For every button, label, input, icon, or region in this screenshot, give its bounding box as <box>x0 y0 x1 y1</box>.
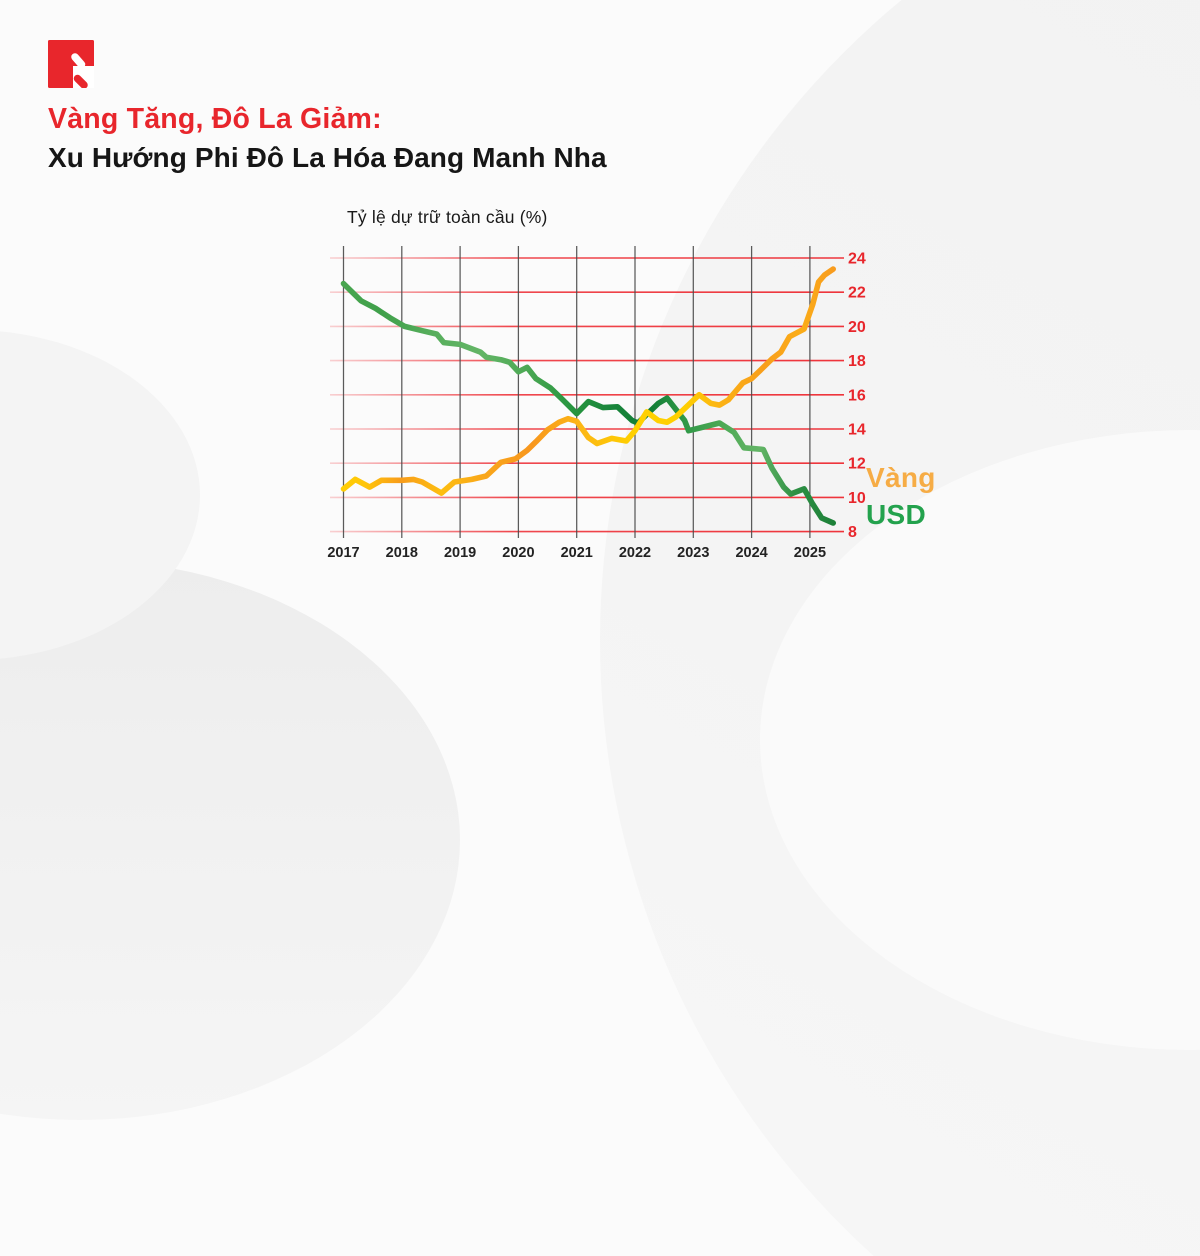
headline: Vàng Tăng, Đô La Giảm: Xu Hướng Phi Đô L… <box>48 102 607 175</box>
headline-line1: Vàng Tăng, Đô La Giảm: <box>48 103 382 135</box>
legend-item-vang: Vàng <box>866 462 936 493</box>
x-tick-label: 2025 <box>794 545 826 561</box>
y-tick-label: 24 <box>848 251 866 268</box>
x-tick-label: 2021 <box>561 545 593 561</box>
background-swoosh-bottom-left <box>0 560 460 1120</box>
chart-legend: Vàng USD <box>866 459 936 533</box>
chart-title: Tỷ lệ dự trữ toàn cầu (%) <box>347 207 548 227</box>
series-usd <box>340 280 836 526</box>
y-tick-label: 22 <box>848 285 866 302</box>
x-tick-label: 2023 <box>677 545 709 561</box>
brand-logo <box>48 40 94 89</box>
y-tick-label: 8 <box>848 524 857 541</box>
x-tick-label: 2024 <box>735 545 767 561</box>
y-tick-label: 16 <box>848 387 866 404</box>
y-tick-label: 18 <box>848 353 866 370</box>
x-tick-label: 2019 <box>444 545 476 561</box>
x-tick-label: 2017 <box>327 545 359 561</box>
x-tick-label: 2018 <box>386 545 418 561</box>
brand-logo-icon <box>48 40 94 89</box>
x-tick-label: 2020 <box>502 545 534 561</box>
y-tick-label: 10 <box>848 490 866 507</box>
y-tick-label: 12 <box>848 456 866 473</box>
series-vàng <box>340 266 836 496</box>
y-tick-label: 20 <box>848 319 866 336</box>
headline-line2: Xu Hướng Phi Đô La Hóa Đang Manh Nha <box>48 142 607 173</box>
x-tick-label: 2022 <box>619 545 651 561</box>
y-tick-label: 14 <box>848 422 866 439</box>
legend-item-usd: USD <box>866 499 927 530</box>
